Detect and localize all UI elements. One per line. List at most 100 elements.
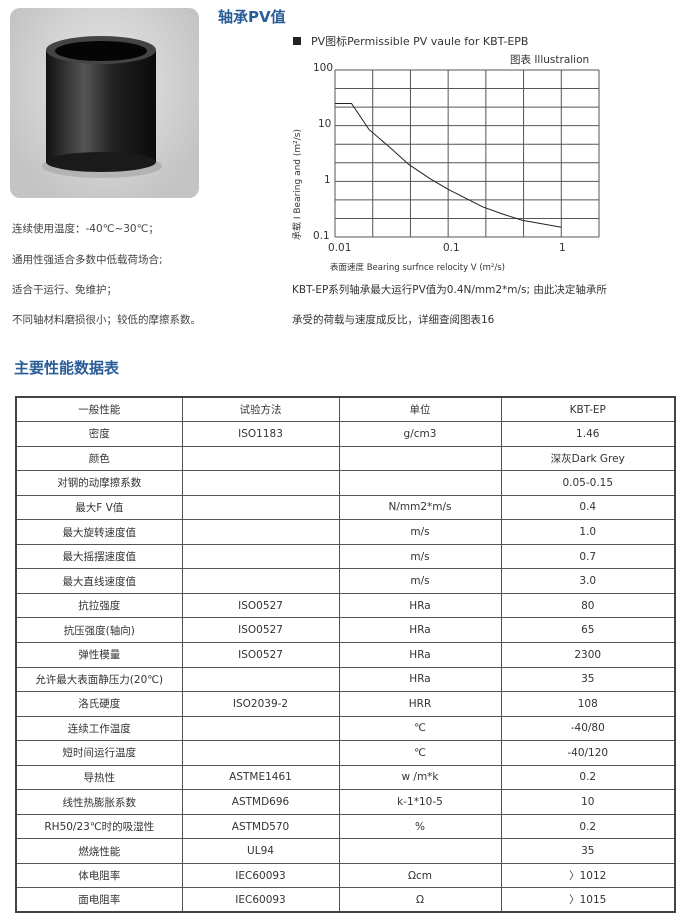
table-cell: ISO2039-2 [181, 691, 340, 717]
table-cell: ASTMD570 [181, 813, 340, 840]
table-cell: 0.2 [500, 813, 676, 840]
y-tick-label: 0.1 [313, 230, 330, 242]
table-cell: 1.0 [500, 519, 676, 545]
table-row: 对钢的动摩擦系数 0.05-0.15 [15, 470, 676, 496]
table-row: 燃烧性能 UL94 35 [15, 838, 676, 864]
table-row: 允许最大表面静压力(20℃) HRa 35 [15, 666, 676, 693]
table-cell: RH50/23℃时的吸湿性 [15, 813, 183, 840]
product-photo [10, 8, 199, 198]
table-cell: 颜色 [15, 445, 183, 472]
table-cell [181, 543, 340, 570]
table-cell: 抗压强度(轴向) [15, 617, 183, 643]
y-tick-label: 10 [318, 118, 332, 130]
table-cell: 深灰Dark Grey [500, 445, 676, 472]
table-cell: 最大摇摆速度值 [15, 543, 183, 570]
table-cell: 最大F V值 [15, 494, 183, 521]
table-cell: 〉1015 [500, 887, 676, 913]
table-cell: 一般性能 [15, 396, 183, 423]
table-cell: 10 [500, 789, 676, 815]
table-cell: % [338, 813, 502, 840]
table-row: 最大摇摆速度值 m/s 0.7 [15, 543, 676, 570]
table-row: 短时间运行温度 ℃ -40/120 [15, 740, 676, 766]
table-cell: ℃ [338, 715, 502, 742]
table-cell: 体电阻率 [15, 862, 183, 889]
table-cell: ISO1183 [181, 421, 340, 447]
table-cell: 80 [500, 592, 676, 619]
y-tick-label: 100 [313, 62, 334, 74]
y-tick-label: 1 [324, 174, 331, 186]
table-cell [181, 715, 340, 742]
table-cell [181, 470, 340, 496]
pv-limit-curve [335, 103, 562, 228]
table-cell: 弹性模量 [15, 641, 183, 668]
table-cell: 108 [500, 691, 676, 717]
table-cell: g/cm3 [338, 421, 502, 447]
table-row: 抗压强度(轴向) ISO0527 HRa 65 [15, 617, 676, 643]
table-row: 弹性模量 ISO0527 HRa 2300 [15, 641, 676, 668]
table-row: RH50/23℃时的吸湿性 ASTMD570% 0.2 [15, 813, 676, 840]
table-cell [181, 445, 340, 472]
table-cell: IEC60093 [181, 862, 340, 889]
table-cell: UL94 [181, 838, 340, 864]
note-text: KBT-EP系列轴承最大运行PV值为0.4N/mm2*m/s; 由此决定轴承所 [292, 284, 607, 296]
table-cell: 35 [500, 666, 676, 693]
table-cell: HRa [338, 666, 502, 693]
table-cell: -40/80 [500, 715, 676, 742]
section-title: 轴承PV值 [218, 8, 286, 26]
table-cell: 连续工作温度 [15, 715, 183, 742]
table-cell: w /m*k [338, 764, 502, 791]
table-cell: 0.7 [500, 543, 676, 570]
table-cell [181, 568, 340, 594]
table-cell: 试验方法 [181, 396, 340, 423]
table-cell: m/s [338, 519, 502, 545]
x-axis-label: 表面速度 Bearing surfnce relocity V (m²/s) [330, 263, 505, 273]
table-cell: 抗拉强度 [15, 592, 183, 619]
table-cell: m/s [338, 543, 502, 570]
table-cell: 对钢的动摩擦系数 [15, 470, 183, 496]
table-cell: HRa [338, 641, 502, 668]
table-row: 最大F V值 N/mm2*m/s 0.4 [15, 494, 676, 521]
table-cell: ASTMD696 [181, 789, 340, 815]
table-cell [181, 494, 340, 521]
table-row: 线性热膨胀系数 ASTMD696 k-1*10-5 10 [15, 789, 676, 815]
note-text: 承受的荷载与速度成反比，详细查阅图表16 [292, 314, 495, 326]
table-cell: -40/120 [500, 740, 676, 766]
table-cell: 1.46 [500, 421, 676, 447]
table-cell [181, 740, 340, 766]
table-row: 面电阻率 IEC60093 Ω 〉1015 [15, 887, 676, 913]
chart-subtitle: 图表 Illustralion [510, 54, 590, 66]
table-cell: 0.05-0.15 [500, 470, 676, 496]
table-row: 抗拉强度 ISO0527 HRa 80 [15, 592, 676, 619]
table-cell [338, 838, 502, 864]
x-tick-label: 1 [559, 242, 566, 254]
table-cell: 面电阻率 [15, 887, 183, 913]
table-cell: 最大旋转速度值 [15, 519, 183, 545]
feature-text: 通用性强适合多数中低载荷场合; [12, 254, 163, 266]
table-cell: 最大直线速度值 [15, 568, 183, 594]
table-cell: ℃ [338, 740, 502, 766]
pv-chart [334, 69, 600, 238]
legend-square-icon [293, 37, 301, 45]
table-cell: 燃烧性能 [15, 838, 183, 864]
table-cell: ISO0527 [181, 592, 340, 619]
table-cell: 短时间运行温度 [15, 740, 183, 766]
table-row: 颜色 深灰Dark Grey [15, 445, 676, 472]
table-row: 体电阻率 IEC60093 Ωcm 〉1012 [15, 862, 676, 889]
table-row: 密度 ISO1183 g/cm3 1.46 [15, 421, 676, 447]
feature-text: 不同轴材料磨损很小；较低的摩擦系数。 [12, 314, 201, 326]
x-tick-label: 0.01 [328, 242, 352, 254]
table-cell: N/mm2*m/s [338, 494, 502, 521]
table-row: 最大直线速度值 m/s 3.0 [15, 568, 676, 594]
table-cell: Ω [338, 887, 502, 913]
table-row: 导热性 ASTME1461 w /m*k 0.2 [15, 764, 676, 791]
table-cell: 密度 [15, 421, 183, 447]
feature-text: 连续使用温度：-40℃~30℃； [12, 223, 159, 235]
properties-table: 一般性能 试验方法 单位 KBT-EP 密度 ISO1183 g/cm3 1.46 颜色 深灰Da… [15, 396, 676, 914]
table-cell [338, 445, 502, 472]
table-cell [181, 519, 340, 545]
chart-title: PV图标Permissible PV vaule for KBT-EPB [293, 33, 528, 49]
table-cell: HRR [338, 691, 502, 717]
x-tick-label: 0.1 [443, 242, 460, 254]
table-cell: 3.0 [500, 568, 676, 594]
table-cell: m/s [338, 568, 502, 594]
